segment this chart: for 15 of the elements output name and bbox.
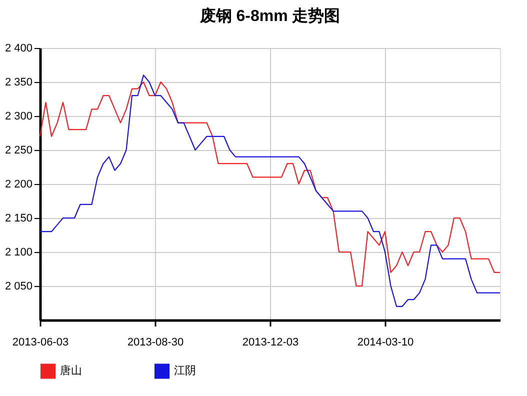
- x-tick-label: 2013-12-03: [242, 336, 299, 348]
- x-tick-label: 2013-06-03: [12, 336, 69, 348]
- y-tick-label: 2 250: [4, 144, 32, 156]
- legend-label: 江阴: [174, 365, 196, 378]
- y-tick-label: 2 150: [4, 212, 32, 224]
- x-tick-label: 2013-08-30: [127, 336, 184, 348]
- y-tick-label: 2 100: [4, 246, 32, 258]
- legend-label: 唐山: [60, 364, 82, 378]
- y-tick-label: 2 350: [4, 76, 32, 88]
- y-tick-label: 2 200: [4, 178, 32, 190]
- y-tick-label: 2 400: [4, 42, 32, 54]
- x-tick-label: 2014-03-10: [357, 336, 414, 348]
- chart-title: 废钢 6-8mm 走势图: [198, 7, 340, 25]
- y-tick-label: 2 300: [4, 110, 32, 122]
- y-tick-label: 2 050: [4, 280, 32, 292]
